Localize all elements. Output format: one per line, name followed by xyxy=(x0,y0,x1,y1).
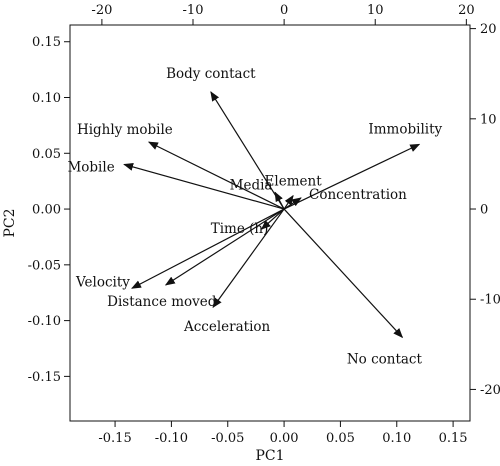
vector-arrow-distance-moved xyxy=(164,208,285,286)
y-tick-label: -0.05 xyxy=(28,258,61,273)
y-tick-label: 0.00 xyxy=(32,203,61,218)
top-tick-label: 20 xyxy=(458,3,475,18)
right-tick-label: -20 xyxy=(480,383,500,398)
vector-arrow-mobile xyxy=(123,163,285,210)
y-tick-label: 0.05 xyxy=(32,147,61,162)
vector-arrow-time-h xyxy=(260,208,285,230)
x-tick-label: 0.10 xyxy=(382,431,411,446)
x-tick-label: -0.10 xyxy=(155,431,188,446)
top-tick-label: -10 xyxy=(183,3,204,18)
y-tick-label: 0.10 xyxy=(32,91,61,106)
x-tick-label: -0.15 xyxy=(98,431,131,446)
vector-label-highly-mobile: Highly mobile xyxy=(77,122,173,138)
vector-label-media: Media xyxy=(230,177,273,193)
plot-frame xyxy=(69,24,471,422)
vector-label-element: Element xyxy=(265,174,323,190)
vector-arrow-media xyxy=(274,191,285,210)
vector-arrow-no-contact xyxy=(283,208,404,339)
vector-label-acceleration: Acceleration xyxy=(183,319,271,335)
vector-label-time-h: Time (h) xyxy=(211,221,269,237)
x-axis-title: PC1 xyxy=(255,448,284,464)
top-tick-label: 0 xyxy=(280,3,288,18)
vector-label-concentration: Concentration xyxy=(309,187,407,203)
right-tick-label: 0 xyxy=(480,203,488,218)
vector-label-mobile: Mobile xyxy=(67,159,114,175)
right-tick-label: 20 xyxy=(480,22,497,37)
y-tick-label: -0.10 xyxy=(28,314,61,329)
y-tick-label: 0.15 xyxy=(32,35,61,50)
x-tick-label: -0.05 xyxy=(211,431,244,446)
top-tick-label: -20 xyxy=(91,3,112,18)
vector-label-distance-moved: Distance moved xyxy=(107,294,217,310)
x-tick-label: 0.15 xyxy=(439,431,468,446)
right-tick-label: 10 xyxy=(480,112,497,127)
vector-label-velocity: Velocity xyxy=(75,274,130,290)
plot-layer: -0.15 -0.10 -0.05 0.00 0.05 0.10 0.15 -0.15 -0.1… xyxy=(28,3,500,446)
vector-arrow-highly-mobile xyxy=(147,141,285,210)
x-tick-label: 0.00 xyxy=(270,431,299,446)
top-tick-label: 10 xyxy=(367,3,384,18)
vector-arrow-body-contact xyxy=(210,91,285,210)
x-tick-label: 0.05 xyxy=(326,431,355,446)
y-axis-title: PC2 xyxy=(2,208,18,237)
vector-label-body-contact: Body contact xyxy=(166,66,256,82)
y-tick-label: -0.15 xyxy=(28,370,61,385)
vector-label-no-contact: No contact xyxy=(347,351,423,367)
vector-label-immobility: Immobility xyxy=(368,121,442,137)
vector-arrow-acceleration xyxy=(212,208,285,309)
vector-arrow-velocity xyxy=(131,208,285,289)
vector-arrow-immobility xyxy=(283,143,421,210)
right-tick-label: -10 xyxy=(480,293,500,308)
